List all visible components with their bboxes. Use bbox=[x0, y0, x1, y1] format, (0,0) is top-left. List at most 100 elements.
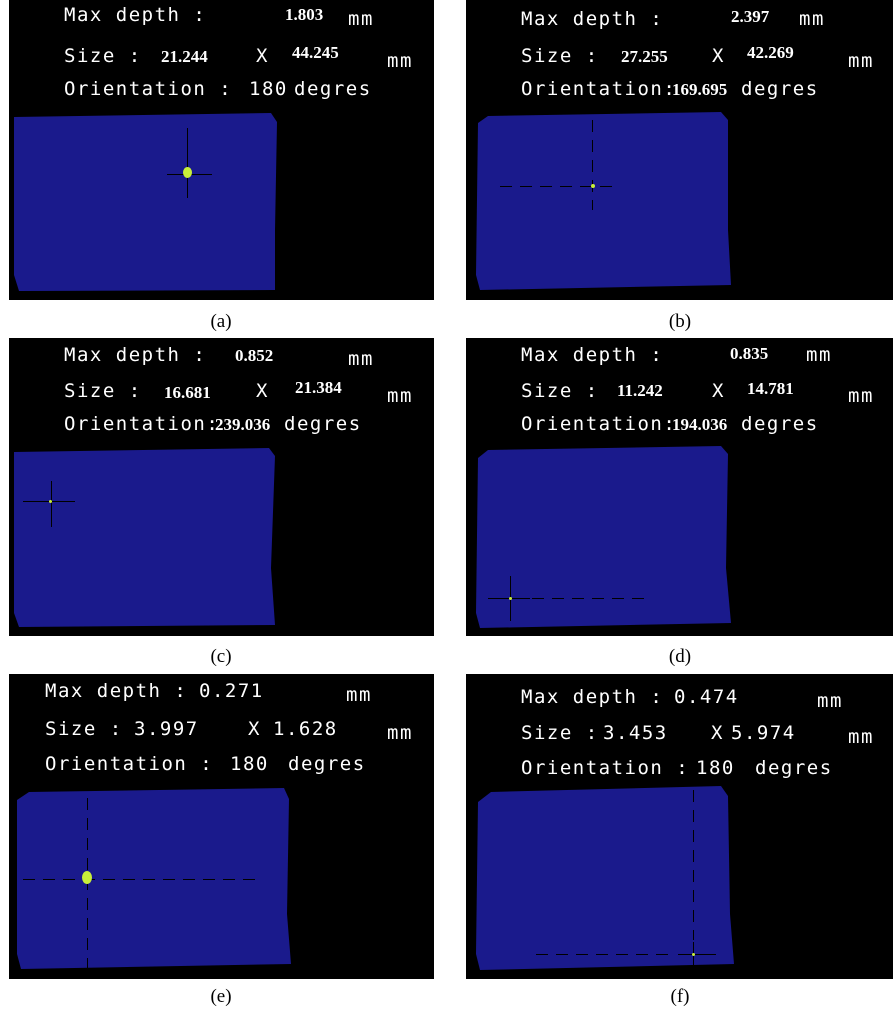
size-width-value: 11.242 bbox=[617, 381, 663, 400]
max-depth-unit: mm bbox=[817, 690, 843, 712]
size-unit: mm bbox=[848, 726, 874, 748]
panel-b: Max depth : 2.397 mm Size : 27.255 X 42.… bbox=[466, 0, 893, 300]
caption-a: (a) bbox=[210, 311, 232, 332]
size-x-separator: X bbox=[712, 45, 725, 67]
max-depth-value: 2.397 bbox=[731, 7, 770, 26]
crosshair-vertical-dashed bbox=[693, 790, 694, 940]
max-depth-value: 0.271 bbox=[199, 680, 264, 702]
panel-c: Max depth : 0.852 mm Size : 16.681 X 21.… bbox=[9, 338, 434, 636]
orientation-unit: degres bbox=[741, 78, 819, 100]
size-x-separator: X bbox=[256, 45, 269, 67]
orientation-label: Orientation: bbox=[64, 413, 220, 435]
size-unit: mm bbox=[387, 50, 413, 72]
size-unit: mm bbox=[387, 385, 413, 407]
panel-e: Max depth : 0.271 mm Size : 3.997 X 1.62… bbox=[9, 674, 434, 979]
orientation-label: Orientation: bbox=[521, 413, 677, 435]
max-depth-label: Max depth : bbox=[521, 686, 664, 708]
orientation-unit: degres bbox=[755, 757, 833, 779]
size-height-value: 1.628 bbox=[273, 718, 338, 740]
size-width-value: 21.244 bbox=[161, 47, 208, 66]
size-unit: mm bbox=[848, 50, 874, 72]
size-width-value: 27.255 bbox=[621, 47, 668, 66]
size-width-value: 3.997 bbox=[134, 718, 199, 740]
caption-e: (e) bbox=[210, 986, 232, 1007]
max-depth-marker bbox=[183, 167, 192, 178]
size-height-value: 44.245 bbox=[292, 43, 339, 62]
crosshair-vertical bbox=[693, 942, 694, 970]
max-depth-marker bbox=[82, 871, 92, 884]
size-height-value: 5.974 bbox=[731, 722, 796, 744]
orientation-label: Orientation : bbox=[45, 753, 214, 775]
max-depth-marker bbox=[49, 500, 52, 503]
size-x-separator: X bbox=[256, 380, 269, 402]
size-x-separator: X bbox=[248, 718, 261, 740]
orientation-unit: degres bbox=[288, 753, 366, 775]
max-depth-value: 0.474 bbox=[674, 686, 739, 708]
max-depth-label: Max depth : bbox=[64, 344, 207, 366]
size-width-value: 3.453 bbox=[603, 722, 668, 744]
orientation-value: 180 bbox=[249, 78, 288, 100]
max-depth-value: 1.803 bbox=[285, 5, 324, 24]
orientation-value: 180 bbox=[230, 753, 269, 775]
size-label: Size : bbox=[521, 380, 599, 402]
size-label: Size : bbox=[64, 380, 142, 402]
size-unit: mm bbox=[848, 385, 874, 407]
caption-f: (f) bbox=[670, 986, 690, 1007]
crosshair-vertical-dashed bbox=[592, 120, 593, 210]
crosshair-horizontal-dashed bbox=[23, 879, 258, 880]
max-depth-unit: mm bbox=[346, 684, 372, 706]
caption-b: (b) bbox=[668, 311, 692, 332]
size-height-value: 14.781 bbox=[747, 379, 794, 398]
blue-plate bbox=[476, 112, 731, 290]
blue-plate bbox=[17, 788, 291, 969]
panel-a: Max depth : 1.803 mm Size : 21.244 X 44.… bbox=[9, 0, 434, 300]
size-label: Size : bbox=[45, 718, 123, 740]
crosshair-vertical bbox=[51, 481, 52, 527]
size-label: Size : bbox=[521, 45, 599, 67]
orientation-value: 194.036 bbox=[672, 415, 728, 434]
size-label: Size : bbox=[64, 45, 142, 67]
orientation-label: Orientation: bbox=[521, 78, 677, 100]
orientation-unit: degres bbox=[284, 413, 362, 435]
max-depth-unit: mm bbox=[348, 8, 374, 30]
orientation-label: Orientation : bbox=[64, 78, 233, 100]
max-depth-unit: mm bbox=[799, 8, 825, 30]
caption-c: (c) bbox=[210, 646, 232, 667]
max-depth-unit: mm bbox=[348, 348, 374, 370]
crosshair-horizontal-dashed bbox=[500, 186, 615, 187]
size-width-value: 16.681 bbox=[164, 383, 211, 402]
max-depth-label: Max depth : bbox=[521, 344, 664, 366]
size-x-separator: X bbox=[712, 380, 725, 402]
max-depth-label: Max depth : bbox=[521, 8, 664, 30]
size-unit: mm bbox=[387, 722, 413, 744]
size-height-value: 42.269 bbox=[747, 43, 794, 62]
max-depth-value: 0.852 bbox=[235, 346, 274, 365]
max-depth-unit: mm bbox=[806, 344, 832, 366]
max-depth-marker bbox=[692, 953, 695, 956]
orientation-value: 169.695 bbox=[672, 80, 728, 99]
blue-plate bbox=[14, 448, 275, 627]
crosshair-horizontal-dashed bbox=[532, 598, 650, 599]
orientation-unit: degres bbox=[741, 413, 819, 435]
size-label: Size : bbox=[521, 722, 599, 744]
blue-plate bbox=[14, 113, 277, 291]
caption-d: (d) bbox=[668, 646, 692, 667]
blue-plate bbox=[476, 446, 731, 628]
max-depth-marker bbox=[591, 184, 595, 188]
max-depth-label: Max depth : bbox=[64, 4, 207, 26]
crosshair-vertical bbox=[187, 128, 188, 198]
max-depth-marker bbox=[509, 597, 512, 600]
orientation-value: 180 bbox=[696, 757, 735, 779]
crosshair-horizontal-dashed bbox=[536, 954, 676, 955]
orientation-value: 239.036 bbox=[215, 415, 271, 434]
size-x-separator: X bbox=[711, 722, 724, 744]
orientation-unit: degres bbox=[294, 78, 372, 100]
panel-f: Max depth : 0.474 mm Size : 3.453 X 5.97… bbox=[466, 674, 893, 979]
panel-d: Max depth : 0.835 mm Size : 11.242 X 14.… bbox=[466, 338, 893, 636]
blue-plate bbox=[476, 786, 734, 970]
max-depth-label: Max depth : bbox=[45, 680, 188, 702]
orientation-label: Orientation : bbox=[521, 757, 690, 779]
crosshair-horizontal bbox=[678, 954, 716, 955]
size-height-value: 21.384 bbox=[295, 378, 342, 397]
max-depth-value: 0.835 bbox=[730, 344, 769, 363]
